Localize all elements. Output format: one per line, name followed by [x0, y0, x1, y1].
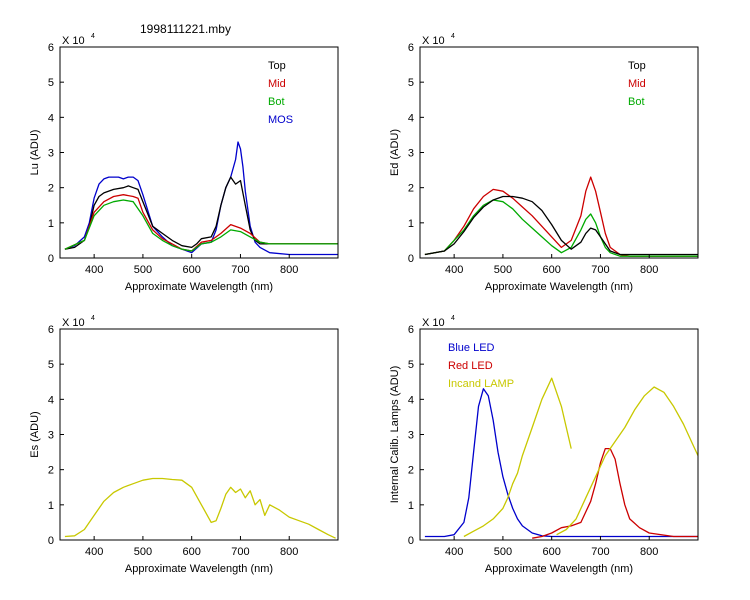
- chart-panel-top-right: 0 1 2 3 4 5 6 400 500 600 700 800 X 10 4 Approximate W…: [389, 33, 699, 293]
- scale-exponent: 4: [91, 33, 95, 40]
- x-tick-label: 500: [134, 546, 152, 558]
- y-tick-label: 0: [408, 535, 414, 547]
- y-tick-label: 3: [408, 148, 414, 160]
- scale-exponent: 4: [451, 315, 455, 322]
- x-tick-label: 800: [640, 264, 658, 276]
- scale-exponent: 4: [91, 315, 95, 322]
- chart-panel-top-left: 0 1 2 3 4 5 6 400 500 600 700 800 X 10 4 Approximate W…: [29, 33, 339, 293]
- x-tick-label: 700: [591, 264, 609, 276]
- legend-entry-incand-lamp: Incand LAMP: [448, 378, 514, 390]
- y-tick-label: 1: [408, 500, 414, 512]
- y-tick-label: 1: [48, 218, 54, 230]
- x-tick-label: 700: [591, 546, 609, 558]
- y-tick-label: 3: [408, 430, 414, 442]
- series-line-bot: [64, 199, 338, 252]
- series-line-red-led: [532, 447, 698, 539]
- scale-label: X 10: [62, 317, 85, 329]
- x-tick-label: 400: [85, 264, 103, 276]
- y-tick-label: 3: [48, 430, 54, 442]
- x-tick-label: 400: [445, 264, 463, 276]
- x-tick-label: 800: [280, 264, 298, 276]
- y-tick-label: 6: [48, 324, 54, 336]
- y-tick-label: 5: [48, 77, 54, 89]
- y-tick-label: 6: [48, 42, 54, 54]
- y-tick-label: 2: [48, 465, 54, 477]
- x-axis-label: Approximate Wavelength (nm): [485, 281, 633, 293]
- legend-entry-top: Top: [268, 60, 286, 72]
- x-tick-label: 600: [543, 546, 561, 558]
- y-tick-label: 4: [48, 112, 54, 124]
- series-line-top: [424, 195, 698, 256]
- y-tick-label: 0: [408, 253, 414, 265]
- x-axis-label: Approximate Wavelength (nm): [125, 281, 273, 293]
- y-tick-label: 5: [408, 359, 414, 371]
- plot-frame: [419, 46, 699, 259]
- y-tick-label: 6: [408, 324, 414, 336]
- y-axis-label: Ed (ADU): [389, 129, 401, 176]
- y-tick-label: 6: [408, 42, 414, 54]
- x-tick-label: 700: [231, 264, 249, 276]
- scale-label: X 10: [422, 35, 445, 47]
- legend-entry-top: Top: [628, 60, 646, 72]
- legend-entry-blue-led: Blue LED: [448, 342, 495, 354]
- legend-entry-bot: Bot: [628, 96, 645, 108]
- x-tick-label: 600: [183, 264, 201, 276]
- scale-label: X 10: [62, 35, 85, 47]
- legend-entry-mid: Mid: [268, 78, 286, 90]
- y-axis-label: Lu (ADU): [29, 130, 41, 176]
- plot-frame: [59, 328, 339, 541]
- scale-label: X 10: [422, 317, 445, 329]
- y-tick-label: 0: [48, 535, 54, 547]
- x-tick-label: 400: [445, 546, 463, 558]
- series-line-top: [64, 176, 338, 250]
- y-tick-label: 4: [48, 394, 54, 406]
- x-tick-label: 700: [231, 546, 249, 558]
- series-line-bot: [424, 199, 698, 257]
- series-line-mos: [64, 141, 338, 256]
- series-line-mid: [64, 194, 338, 252]
- y-tick-label: 5: [408, 77, 414, 89]
- chart-panel-bottom-right: 0 1 2 3 4 5 6 400 500 600 700 800 X 10 4 Approximate W…: [389, 315, 699, 575]
- legend-entry-red-led: Red LED: [448, 360, 493, 372]
- x-axis-label: Approximate Wavelength (nm): [485, 563, 633, 575]
- y-tick-label: 0: [48, 253, 54, 265]
- y-tick-label: 5: [48, 359, 54, 371]
- x-axis-label: Approximate Wavelength (nm): [125, 563, 273, 575]
- legend-entry-bot: Bot: [268, 96, 285, 108]
- series-line-incand-lamp: [463, 377, 572, 538]
- y-tick-label: 2: [48, 183, 54, 195]
- y-tick-label: 4: [408, 112, 414, 124]
- y-tick-label: 1: [408, 218, 414, 230]
- y-tick-label: 3: [48, 148, 54, 160]
- figure-title: 1998111221.mby: [140, 22, 231, 36]
- y-tick-label: 2: [408, 183, 414, 195]
- series-line-es: [64, 477, 336, 539]
- x-tick-label: 500: [494, 264, 512, 276]
- y-axis-label: Es (ADU): [29, 411, 41, 457]
- series-line-incand-lamp: [556, 386, 699, 536]
- x-tick-label: 500: [134, 264, 152, 276]
- scale-exponent: 4: [451, 33, 455, 40]
- x-tick-label: 400: [85, 546, 103, 558]
- legend-entry-mid: Mid: [628, 78, 646, 90]
- legend-entry-mos: MOS: [268, 114, 293, 126]
- x-tick-label: 600: [183, 546, 201, 558]
- x-tick-label: 800: [280, 546, 298, 558]
- y-tick-label: 4: [408, 394, 414, 406]
- series-line-mid: [424, 176, 698, 257]
- x-tick-label: 500: [494, 546, 512, 558]
- x-tick-label: 600: [543, 264, 561, 276]
- y-tick-label: 2: [408, 465, 414, 477]
- plot-frame: [59, 46, 339, 259]
- x-tick-label: 800: [640, 546, 658, 558]
- chart-panel-bottom-left: 0 1 2 3 4 5 6 400 500 600 700 800 X 10 4 Approximate W…: [29, 315, 339, 575]
- y-tick-label: 1: [48, 500, 54, 512]
- series-line-blue-led: [424, 388, 698, 538]
- y-axis-label: Internal Calib. Lamps (ADU): [389, 366, 401, 504]
